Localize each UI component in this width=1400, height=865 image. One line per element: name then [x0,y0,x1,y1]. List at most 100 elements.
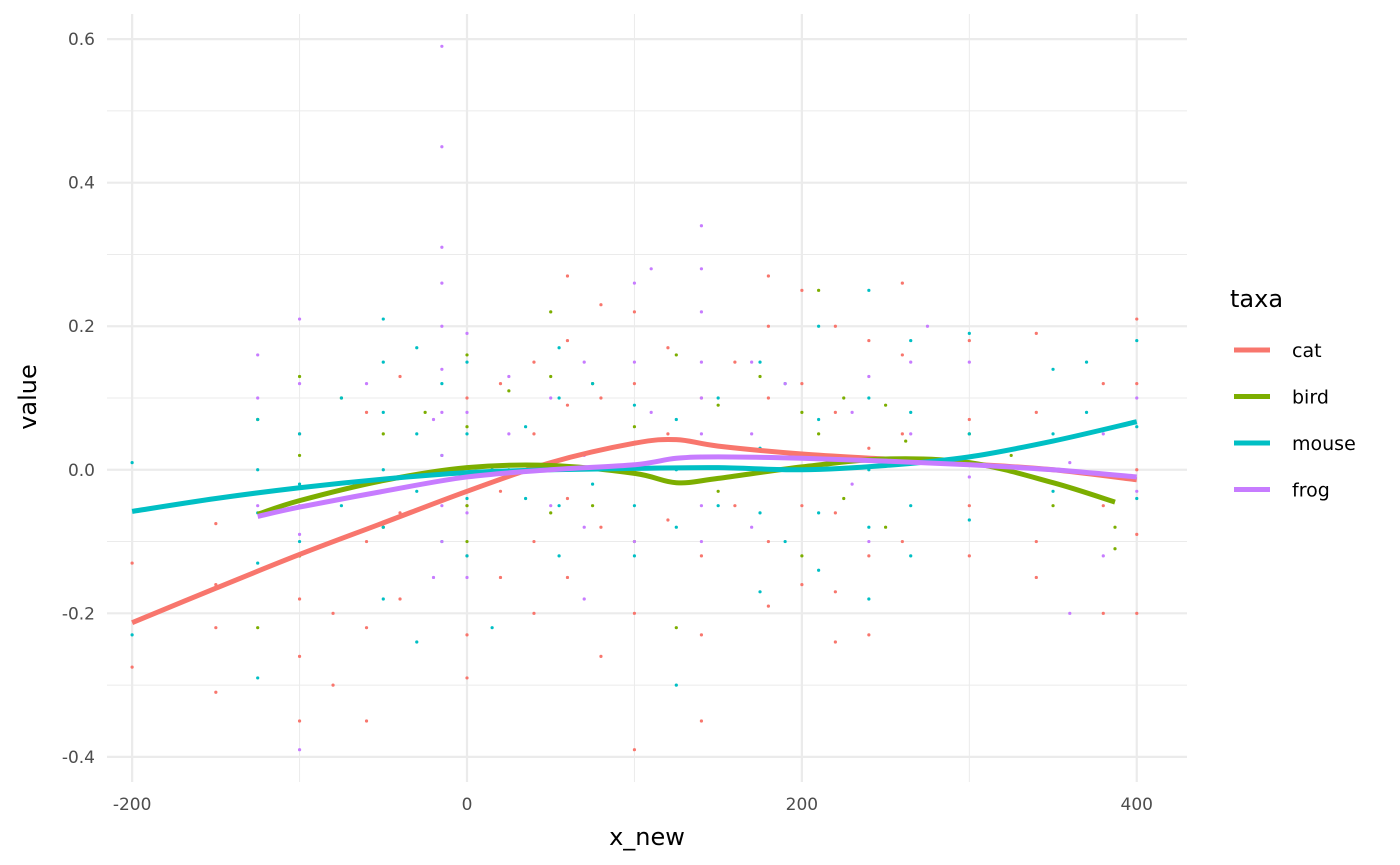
mouse-point [381,410,385,414]
frog-point [850,410,854,414]
mouse-point [1084,410,1089,414]
mouse-point [716,396,720,400]
legend-label-mouse: mouse [1292,433,1356,455]
cat-point [398,597,402,601]
cat-point [1135,382,1139,386]
frog-point [909,432,913,436]
cat-point [364,539,369,544]
frog-point [699,224,704,228]
bird-point [674,353,678,357]
mouse-point [381,360,385,364]
frog-point [750,525,754,529]
bird-point [1051,504,1055,508]
cat-point [565,338,570,343]
mouse-point [557,554,561,558]
mouse-point [716,504,720,508]
cat-point [632,748,637,752]
mouse-point [758,360,762,364]
mouse-point [465,432,469,436]
frog-point [750,432,754,436]
cat-point [214,626,218,630]
frog-point [440,410,444,414]
frog-point [867,539,871,544]
mouse-point [1084,360,1089,364]
mouse-point [1135,496,1139,501]
bird-point [590,504,595,508]
cat-point [833,590,837,594]
cat-point [666,346,670,350]
mouse-point [867,288,871,292]
bird-point [758,374,762,379]
mouse-point [256,468,260,472]
mouse-point [1051,367,1055,371]
cat-point [130,665,134,669]
mouse-point [909,338,913,343]
legend-label-cat: cat [1292,340,1322,362]
cat-point [1135,317,1139,321]
cat-point [565,496,570,501]
bird-point [884,403,888,407]
cat-point [733,360,737,364]
mouse-point [1051,489,1055,493]
x-axis-title: x_new [609,823,685,851]
cat-point [532,611,536,615]
bird-point [423,410,427,414]
y-tick-label: 0.6 [68,30,95,50]
bird-point [549,511,553,515]
mouse-point [490,626,494,630]
mouse-point [256,676,260,680]
frog-point [632,539,637,544]
frog-point [297,748,302,752]
frog-point [465,410,469,414]
frog-point [431,575,436,580]
bird-point [800,410,804,414]
frog-point [465,331,469,336]
cat-point [214,522,218,526]
cat-point [867,338,871,343]
cat-point [1034,410,1038,414]
frog-point [364,382,369,386]
frog-point [507,374,511,379]
frog-point [440,367,444,371]
mouse-point [465,360,469,364]
mouse-point [557,504,561,508]
mouse-point [1135,425,1139,429]
cat-point [297,719,302,723]
frog-point [440,453,444,458]
cat-point [364,410,369,414]
mouse-point [817,568,821,572]
cat-point [800,583,804,587]
mouse-point [674,417,678,422]
cat-point [1034,575,1038,580]
frog-point [440,324,444,328]
cat-point [565,575,570,580]
cat-point [900,432,904,436]
mouse-point [339,504,344,508]
mouse-point [256,561,260,565]
cat-point [733,504,737,508]
y-tick-label: 0.2 [68,317,95,337]
mouse-point [465,496,469,501]
bird-point [884,525,888,529]
mouse-point [440,382,444,386]
cat-point [632,382,637,386]
frog-point [256,504,260,508]
y-tick-label: -0.4 [62,748,95,768]
cat-point [565,274,570,278]
cat-point [599,525,603,529]
cat-point [532,360,536,364]
y-tick-label: 0.0 [68,461,95,481]
frog-point [699,396,704,400]
cat-point [599,396,603,400]
mouse-point [297,539,302,544]
cat-point [1135,611,1139,615]
cat-point [900,353,904,357]
frog-point [507,432,511,436]
mouse-point [632,504,637,508]
frog-point [465,575,469,580]
mouse-point [297,482,302,486]
mouse-point [415,489,419,493]
cat-point [297,597,302,601]
mouse-point [1135,338,1139,343]
